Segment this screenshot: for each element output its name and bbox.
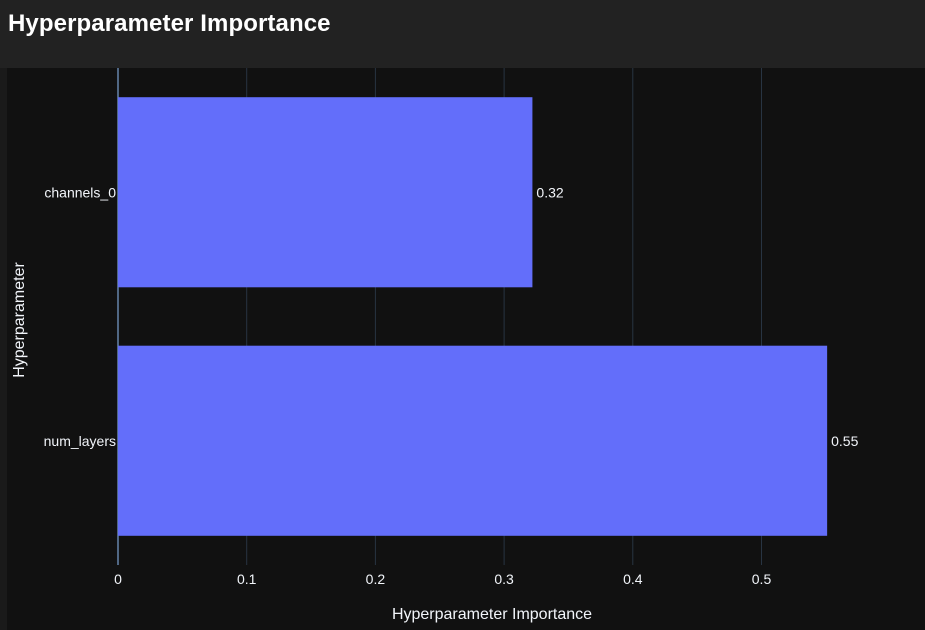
data-label: 0.32 <box>536 184 563 200</box>
bar-channels-0[interactable] <box>118 97 533 288</box>
bars <box>118 97 828 536</box>
y-tick-label: channels_0 <box>44 184 116 200</box>
x-tick-label: 0.3 <box>494 571 514 587</box>
data-labels: 0.32 0.55 <box>536 184 858 449</box>
y-tick-labels: channels_0 num_layers <box>44 184 117 449</box>
x-tick-label: 0.5 <box>752 571 772 587</box>
page-title: Hyperparameter Importance <box>8 10 331 37</box>
y-tick-label: num_layers <box>44 433 116 449</box>
bar-num-layers[interactable] <box>118 345 828 536</box>
header: Hyperparameter Importance <box>0 0 925 68</box>
data-label: 0.55 <box>831 433 858 449</box>
x-tick-label: 0.2 <box>366 571 386 587</box>
x-tick-label: 0.1 <box>237 571 257 587</box>
x-tick-label: 0 <box>114 571 122 587</box>
x-tick-label: 0.4 <box>623 571 643 587</box>
x-axis-title: Hyperparameter Importance <box>392 606 592 623</box>
y-axis-title: Hyperparameter <box>11 262 28 378</box>
x-tick-labels: 0 0.1 0.2 0.3 0.4 0.5 <box>114 571 771 587</box>
left-margin-strip <box>0 68 7 630</box>
